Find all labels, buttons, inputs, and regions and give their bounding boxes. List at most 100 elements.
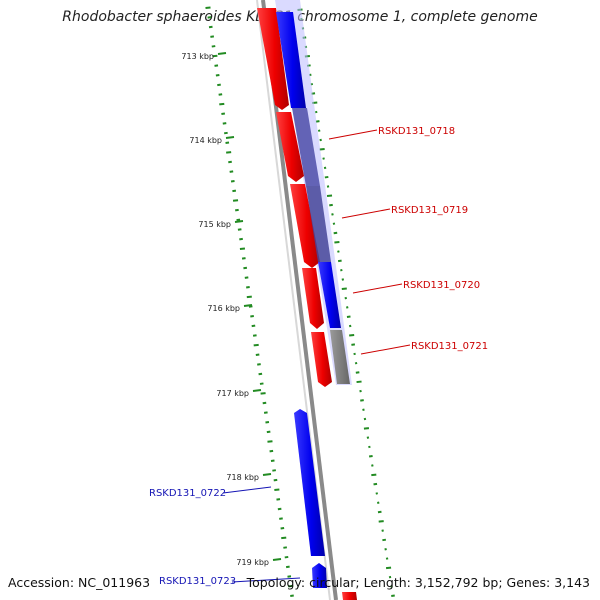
scale-tick	[252, 389, 262, 392]
gc-mark	[371, 464, 374, 467]
gc-mark	[334, 241, 340, 244]
callout-line-0720	[352, 283, 403, 294]
gc-mark	[290, 594, 294, 597]
gc-mark	[287, 575, 292, 578]
gc-mark	[214, 64, 219, 67]
gc-mark	[259, 382, 264, 385]
callout-line-0721	[360, 344, 411, 355]
gc-mark	[262, 401, 267, 405]
gc-mark	[326, 185, 330, 188]
gc-mark	[322, 157, 325, 160]
gc-mark	[385, 566, 392, 570]
gc-mark	[274, 488, 280, 491]
gc-mark	[340, 268, 343, 272]
gc-mark	[221, 112, 226, 116]
gc-mark	[250, 314, 254, 318]
gc-mark	[255, 353, 260, 357]
gc-mark	[288, 584, 294, 588]
gc-mark	[332, 222, 336, 225]
gc-mark	[384, 548, 387, 551]
gc-mark	[267, 440, 273, 443]
gc-mark	[266, 430, 271, 434]
gene-labels: RSKD131_0718 RSKD131_0719 RSKD131_0720 R…	[149, 126, 488, 499]
gc-mark	[217, 83, 221, 87]
gc-mark	[348, 324, 352, 328]
gc-mark	[390, 585, 393, 588]
gc-mark	[368, 445, 371, 449]
gc-mark	[326, 194, 333, 198]
gc-mark	[344, 296, 348, 300]
gc-mark	[319, 138, 322, 142]
gc-mark	[228, 160, 232, 164]
gc-mark	[258, 372, 263, 376]
gc-mark	[246, 295, 252, 299]
gc-mark	[314, 110, 318, 114]
gc-mark	[378, 520, 384, 523]
gc-track-inner	[205, 6, 294, 597]
gc-mark	[244, 276, 249, 279]
gene-bottom-forward-arrow	[342, 592, 357, 600]
gc-mark	[235, 208, 239, 212]
scale-tick	[243, 304, 253, 307]
gc-mark	[373, 482, 378, 486]
callout-line-0718	[328, 129, 378, 140]
gene-label-0722[interactable]: RSKD131_0722	[149, 488, 226, 499]
gc-mark	[391, 594, 395, 597]
gene-label-0718[interactable]: RSKD131_0718	[378, 126, 455, 137]
gc-mark	[341, 287, 347, 291]
gene-label-0720[interactable]: RSKD131_0720	[403, 280, 480, 291]
gc-mark	[315, 120, 320, 123]
gene-label-0719[interactable]: RSKD131_0719	[391, 205, 468, 216]
scale-tick	[225, 136, 235, 139]
gc-mark	[232, 199, 239, 202]
gc-mark	[363, 427, 370, 430]
gc-mark	[270, 459, 275, 463]
scale-tick-label: 719 kbp	[236, 558, 269, 567]
accession-text: Accession: NC_011963	[8, 575, 151, 590]
reverse-strand-genes	[276, 12, 350, 588]
gc-mark	[376, 501, 380, 504]
gc-mark	[324, 175, 329, 179]
gene-rskd131-0718-block	[292, 108, 320, 186]
gc-mark	[265, 421, 270, 424]
gc-mark	[272, 469, 276, 472]
gc-mark	[241, 257, 246, 260]
scale-tick-label: 718 kbp	[226, 473, 259, 482]
gc-mark	[283, 546, 288, 549]
gc-mark	[243, 266, 248, 270]
gc-mark	[331, 213, 334, 216]
gc-mark	[356, 380, 362, 384]
gene-rskd131-0722-arrow	[294, 409, 325, 556]
gc-mark	[229, 170, 234, 173]
gene-label-0723[interactable]: RSKD131_0723	[159, 576, 237, 587]
gc-mark	[225, 141, 230, 144]
gc-mark	[359, 389, 362, 393]
gc-mark	[211, 45, 216, 48]
gc-mark	[346, 315, 351, 318]
scale-tick-label: 717 kbp	[216, 389, 249, 398]
scale-tick	[272, 558, 282, 561]
gc-mark	[207, 16, 212, 19]
gc-mark	[273, 478, 278, 482]
gc-mark	[319, 148, 325, 151]
gc-mark	[230, 180, 235, 183]
gene-label-0721[interactable]: RSKD131_0721	[411, 341, 488, 352]
gc-mark	[329, 203, 333, 207]
gc-mark	[246, 286, 250, 289]
gc-mark	[257, 363, 261, 366]
gc-mark	[218, 93, 223, 96]
gc-mark	[232, 189, 237, 193]
gc-mark	[333, 231, 338, 235]
scale-tick-label: 715 kbp	[198, 220, 231, 229]
gc-mark	[219, 102, 225, 106]
gc-mark	[354, 361, 358, 365]
gc-mark	[277, 507, 282, 511]
gene-rskd131-0723-arrow	[312, 563, 327, 588]
gene-reverse-top-block	[276, 12, 306, 108]
callout-line-0719	[341, 208, 391, 219]
gc-mark	[251, 324, 256, 328]
scale-tick-label: 714 kbp	[189, 136, 222, 145]
gc-mark	[360, 399, 364, 402]
gene-rskd131-0719-arrow	[290, 184, 320, 268]
